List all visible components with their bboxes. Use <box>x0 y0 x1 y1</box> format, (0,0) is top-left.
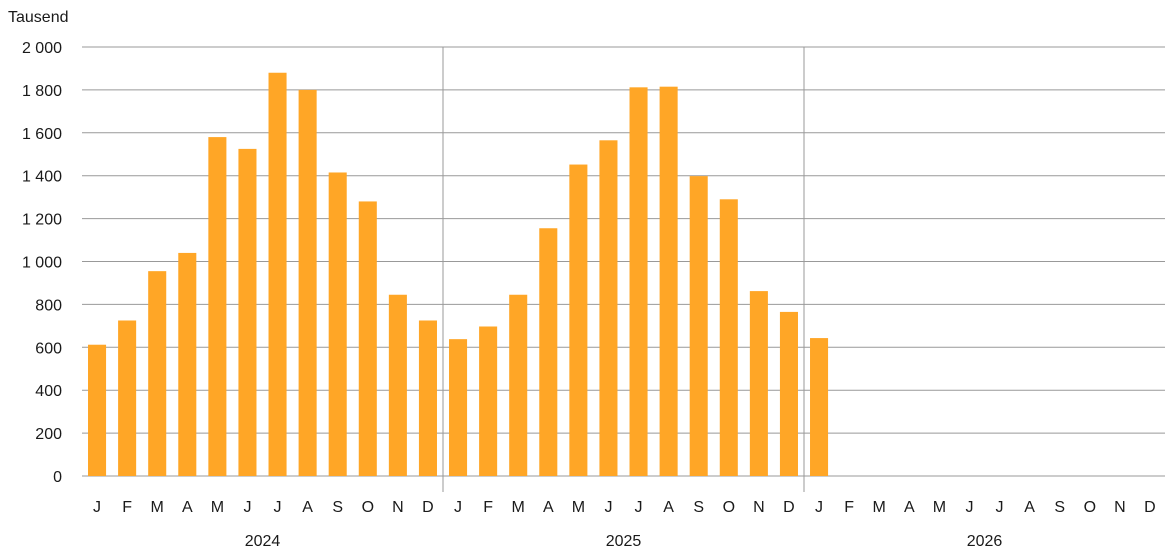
x-tick-label: F <box>844 499 854 516</box>
bar <box>148 271 166 476</box>
y-tick-labels: 0 200 400 600 800 1 000 1 200 1 400 1 600 1 800 2 … <box>22 40 62 486</box>
bar <box>329 172 347 476</box>
bar <box>780 312 798 476</box>
bar <box>569 165 587 476</box>
y-tick-label: 1 600 <box>22 126 62 143</box>
year-label: 2025 <box>606 533 642 550</box>
y-tick-label: 800 <box>35 297 62 314</box>
bar <box>720 199 738 476</box>
x-tick-label: J <box>93 499 101 516</box>
x-tick-label: M <box>572 499 585 516</box>
y-tick-label: 1 000 <box>22 255 62 272</box>
x-tick-label: S <box>693 499 704 516</box>
year-labels: 2024 2025 2026 <box>245 533 1003 550</box>
x-tick-label: N <box>392 499 404 516</box>
x-tick-label: N <box>753 499 765 516</box>
x-tick-label: J <box>996 499 1004 516</box>
x-tick-label: J <box>635 499 643 516</box>
x-tick-label: S <box>332 499 343 516</box>
bar <box>660 87 678 476</box>
x-tick-label: M <box>151 499 164 516</box>
bar <box>509 295 527 476</box>
bar <box>178 253 196 476</box>
bar <box>630 87 648 476</box>
bar <box>539 228 557 476</box>
x-tick-label: F <box>122 499 132 516</box>
bar <box>238 149 256 476</box>
x-tick-label: A <box>543 499 554 516</box>
bar <box>389 295 407 476</box>
x-tick-label: M <box>211 499 224 516</box>
y-tick-label: 400 <box>35 383 62 400</box>
y-axis-label: Tausend <box>8 9 69 26</box>
bar <box>479 326 497 476</box>
bar <box>118 320 136 476</box>
x-tick-label: S <box>1054 499 1065 516</box>
y-tick-label: 600 <box>35 340 62 357</box>
x-tick-label: A <box>663 499 674 516</box>
x-tick-label: F <box>483 499 493 516</box>
y-tick-label: 0 <box>53 469 62 486</box>
x-tick-label: N <box>1114 499 1126 516</box>
bar <box>419 320 437 476</box>
x-tick-label: J <box>815 499 823 516</box>
bar <box>269 73 287 476</box>
year-label: 2024 <box>245 533 281 550</box>
bar <box>690 176 708 476</box>
x-tick-label: J <box>243 499 251 516</box>
y-tick-label: 2 000 <box>22 40 62 57</box>
y-tick-label: 1 400 <box>22 169 62 186</box>
x-tick-label: J <box>965 499 973 516</box>
x-tick-label: A <box>302 499 313 516</box>
bar <box>449 339 467 476</box>
year-label: 2026 <box>967 533 1003 550</box>
x-tick-label: J <box>454 499 462 516</box>
y-tick-label: 200 <box>35 426 62 443</box>
x-tick-label: M <box>933 499 946 516</box>
bar <box>88 345 106 476</box>
x-tick-label: M <box>512 499 525 516</box>
x-tick-label: D <box>1144 499 1156 516</box>
x-tick-label: A <box>1024 499 1035 516</box>
bar <box>599 140 617 476</box>
x-tick-label: J <box>604 499 612 516</box>
x-tick-label: M <box>873 499 886 516</box>
bar <box>299 90 317 476</box>
x-tick-label: D <box>422 499 434 516</box>
bar <box>359 201 377 476</box>
x-tick-label: D <box>783 499 795 516</box>
bar <box>810 338 828 476</box>
y-tick-label: 1 800 <box>22 83 62 100</box>
bar <box>208 137 226 476</box>
bar <box>750 291 768 476</box>
x-tick-label: A <box>904 499 915 516</box>
x-tick-label: J <box>274 499 282 516</box>
x-tick-label: O <box>1084 499 1096 516</box>
y-tick-label: 1 200 <box>22 212 62 229</box>
x-tick-label: O <box>723 499 735 516</box>
x-tick-label: O <box>362 499 374 516</box>
x-tick-label: A <box>182 499 193 516</box>
